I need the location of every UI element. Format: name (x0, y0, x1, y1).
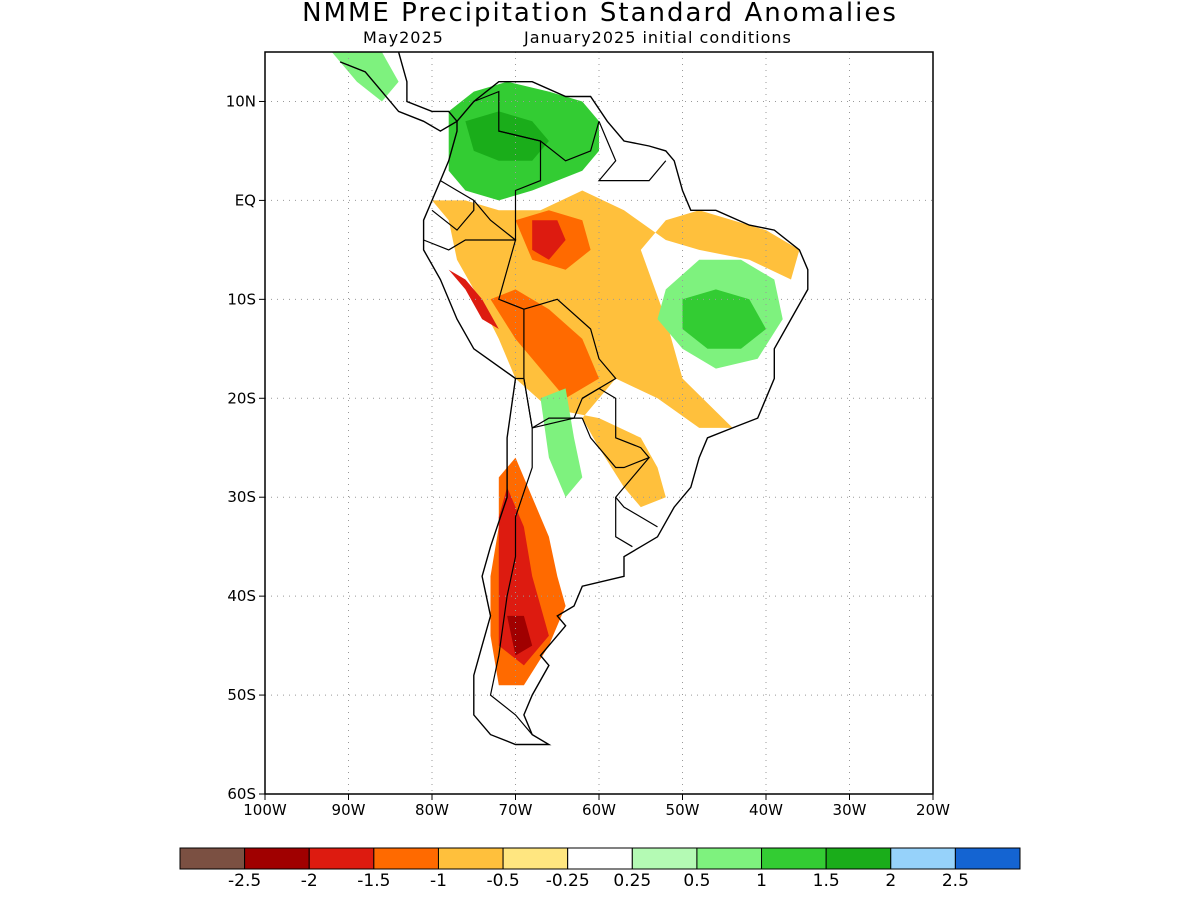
colorbar-label: -1 (430, 871, 447, 891)
colorbar-swatch (890, 847, 956, 870)
colorbar-swatch (308, 847, 375, 870)
colorbar-swatch (244, 847, 310, 870)
country-border (615, 497, 633, 548)
colorbar-swatch (954, 847, 1021, 870)
lon-tick-label: 50W (666, 801, 700, 819)
lon-tick-label: 30W (833, 801, 867, 819)
colorbar-label: 0.25 (613, 871, 651, 891)
colorbar-swatch (437, 847, 504, 870)
country-border (423, 239, 525, 380)
country-border (523, 298, 617, 429)
target-month-label: May2025 (363, 28, 444, 47)
colorbar-label: 1.5 (813, 871, 840, 891)
lon-tick-label: 40W (749, 801, 783, 819)
lat-tick-label: 20S (227, 389, 256, 407)
region-chaco-wet (540, 388, 583, 498)
south-america-coastline (422, 80, 809, 746)
country-border (498, 121, 600, 162)
lat-tick-label: 30S (227, 488, 256, 506)
colorbar-swatch (179, 847, 246, 870)
lat-tick-label: 60S (227, 785, 256, 803)
colorbar-swatch (502, 847, 569, 870)
chart-title: NMME Precipitation Standard Anomalies (302, 0, 898, 28)
colorbar-swatch (825, 847, 892, 870)
lat-tick-label: 40S (227, 587, 256, 605)
lon-tick-label: 60W (582, 801, 616, 819)
central-america-coastline (331, 52, 459, 132)
colorbar: -2.5 -2 -1.5 -1 -0.5 -0.25 0.25 0.5 1 1.5 2 2.5 (179, 847, 1021, 891)
country-border (440, 90, 542, 242)
region-upper-amazon-core (532, 220, 566, 260)
gridlines (265, 52, 933, 794)
colorbar-label: 0.5 (683, 871, 710, 891)
country-border (581, 387, 651, 469)
colorbar-label: -2.5 (228, 871, 261, 891)
colorbar-label: -1.5 (357, 871, 390, 891)
region-central-america-wet (331, 52, 399, 102)
region-peru-dry (448, 269, 499, 329)
region-patagonia-extreme (507, 615, 533, 656)
colorbar-swatch (696, 847, 763, 870)
lon-tick-label: 100W (243, 801, 287, 819)
coastlines (331, 52, 809, 746)
lon-tick-label: 70W (499, 801, 533, 819)
lon-tick-label: 90W (332, 801, 366, 819)
lat-tick-label: 10N (226, 92, 256, 110)
colorbar-label: -2 (301, 871, 318, 891)
colorbar-label: -0.5 (486, 871, 519, 891)
region-central-brazil-core (682, 289, 766, 349)
colorbar-label: 2 (885, 871, 896, 891)
latitude-labels: 10N EQ 10S 20S 30S 40S 50S 60S (226, 92, 265, 803)
colorbar-label: 1 (756, 871, 767, 891)
region-nw-inner-wet (465, 111, 549, 161)
colorbar-swatch (761, 847, 827, 870)
country-border (531, 417, 583, 429)
country-border (597, 121, 667, 182)
lon-tick-label: 20W (916, 801, 950, 819)
region-amazon-dry (432, 190, 800, 508)
colorbar-swatch (373, 847, 439, 870)
initial-conditions-label: January2025 initial conditions (524, 28, 792, 47)
lon-tick-label: 80W (415, 801, 449, 819)
lat-tick-label: EQ (235, 191, 256, 209)
colorbar-label: -0.25 (546, 871, 590, 891)
lat-tick-label: 50S (227, 686, 256, 704)
lat-tick-label: 10S (227, 290, 256, 308)
longitude-labels: 100W 90W 80W 70W 60W 50W 40W 30W 20W (243, 794, 950, 819)
region-amazon-core-dry (490, 289, 599, 399)
anomaly-regions (331, 52, 800, 686)
colorbar-swatch (631, 847, 698, 870)
country-border (489, 378, 533, 735)
colorbar-swatch (567, 847, 633, 870)
country-border (431, 200, 475, 231)
colorbar-label: 2.5 (942, 871, 969, 891)
